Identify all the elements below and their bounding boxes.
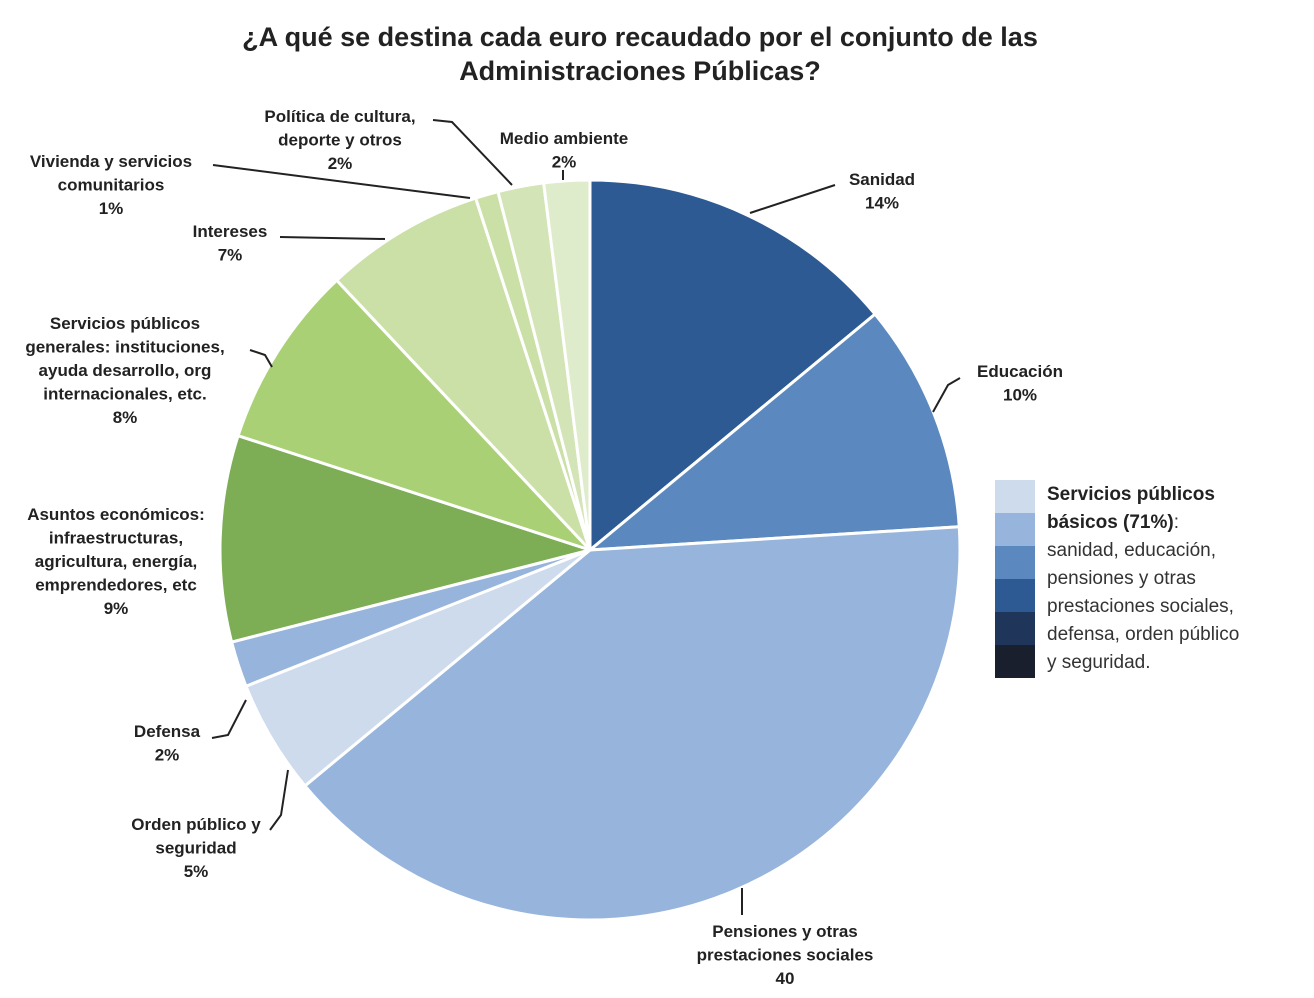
slice-label-line-vivienda-2: comunitarios [58,176,165,195]
slice-label-line-intereses-1: Intereses [193,222,268,241]
legend-swatch-3 [995,546,1035,579]
slice-label-orden-publico: Orden público y seguridad 5% [131,815,261,881]
slice-label-defensa: Defensa 2% [134,722,201,765]
pie-slice-sanidad [588,178,878,554]
leader-line-defensa [211,699,247,739]
leader-line-sanidad [749,184,836,214]
chart-title-line-1: ¿A qué se destina cada euro recaudado po… [242,22,1038,52]
slice-label-line-pensiones-2: prestaciones sociales [697,946,874,965]
legend-heading-line-2: básicos (71%): [1047,512,1179,533]
slice-label-line-servicios-generales-4: internacionales, etc. [43,385,206,404]
slice-label-line-orden-publico-2: seguridad [155,839,236,858]
slice-value-cultura: 2% [328,154,353,173]
slice-value-educacion: 10% [1003,386,1037,405]
chart-title: ¿A qué se destina cada euro recaudado po… [242,22,1038,86]
pie-slices [218,178,962,922]
legend-text-line-4: defensa, orden público [1047,624,1239,645]
legend-text-line-1: sanidad, educación, [1047,540,1216,561]
slice-value-pensiones: 40 [776,969,795,988]
pie-slice-intereses [334,196,592,552]
pie-slice-servicios-generales [236,278,592,552]
slice-label-line-servicios-generales-3: ayuda desarrollo, org [39,361,212,380]
pie-slice-medio-ambiente [541,178,592,551]
slice-label-line-educacion-1: Educación [977,362,1063,381]
pie-slice-pensiones [302,525,962,922]
slice-value-vivienda: 1% [99,199,124,218]
slice-value-medio-ambiente: 2% [552,153,577,172]
leader-line-cultura [432,119,513,186]
leader-line-educacion [932,377,961,413]
slice-label-medio-ambiente: Medio ambiente 2% [500,129,628,172]
slice-label-asuntos-economicos: Asuntos económicos: infraestructuras, agri… [27,505,205,618]
chart-title-line-2: Administraciones Públicas? [459,56,821,86]
pie-slice-asuntos-economicos [218,433,596,644]
slice-label-line-orden-publico-1: Orden público y [131,815,261,834]
leader-line-servicios-generales [249,349,273,368]
slice-label-cultura: Política de cultura, deporte y otros 2% [264,107,415,173]
slice-label-sanidad: Sanidad 14% [849,170,915,213]
legend-text-line-2: pensiones y otras [1047,568,1196,589]
slice-label-line-cultura-2: deporte y otros [278,131,402,150]
legend-heading-bold: básicos (71%) [1047,512,1174,533]
legend: Servicios públicos básicos (71%): sanidad,… [995,480,1239,678]
slice-label-line-medio-ambiente-1: Medio ambiente [500,129,628,148]
slice-value-sanidad: 14% [865,194,899,213]
legend-swatch-4 [995,579,1035,612]
legend-heading-line-1: Servicios públicos [1047,484,1215,505]
slice-label-line-defensa-1: Defensa [134,722,201,741]
slice-label-line-cultura-1: Política de cultura, [264,107,415,126]
leader-line-vivienda [212,164,471,199]
leader-line-orden-publico [269,769,289,831]
slice-value-asuntos-economicos: 9% [104,599,129,618]
slice-label-educacion: Educación 10% [977,362,1063,405]
slice-label-line-pensiones-1: Pensiones y otras [712,922,858,941]
slice-label-pensiones: Pensiones y otras prestaciones sociales 40 [697,922,874,988]
leader-lines [211,119,961,915]
slice-label-line-asuntos-economicos-2: infraestructuras, [49,529,183,548]
legend-swatch-1 [995,480,1035,513]
slice-value-orden-publico: 5% [184,862,209,881]
legend-swatch-5 [995,612,1035,645]
slice-label-line-asuntos-economicos-3: agricultura, energía, [35,552,198,571]
slice-value-defensa: 2% [155,746,180,765]
legend-text-line-5: y seguridad. [1047,652,1151,673]
slice-label-line-sanidad-1: Sanidad [849,170,915,189]
legend-text-line-3: prestaciones sociales, [1047,596,1234,617]
slice-label-line-asuntos-economicos-1: Asuntos económicos: [27,505,205,524]
pie-slice-educacion [585,312,961,552]
legend-swatch-6 [995,645,1035,678]
legend-swatch-2 [995,513,1035,546]
slice-label-line-servicios-generales-1: Servicios públicos [50,314,200,333]
slice-labels: Sanidad 14% Educación 10% Pensiones y otras p… [25,107,1063,988]
slice-label-line-servicios-generales-2: generales: instituciones, [25,338,224,357]
slice-value-intereses: 7% [218,246,243,265]
slice-label-intereses: Intereses 7% [193,222,268,265]
legend-swatch-column [995,480,1035,678]
slice-label-line-vivienda-1: Vivienda y servicios [30,152,192,171]
legend-heading-suffix: : [1174,512,1179,533]
slice-label-line-asuntos-economicos-4: emprendedores, etc [35,576,197,595]
slice-label-servicios-generales: Servicios públicos generales: institucion… [25,314,224,427]
slice-label-vivienda: Vivienda y servicios comunitarios 1% [30,152,192,218]
leader-line-intereses [279,236,386,240]
slice-value-servicios-generales: 8% [113,408,138,427]
